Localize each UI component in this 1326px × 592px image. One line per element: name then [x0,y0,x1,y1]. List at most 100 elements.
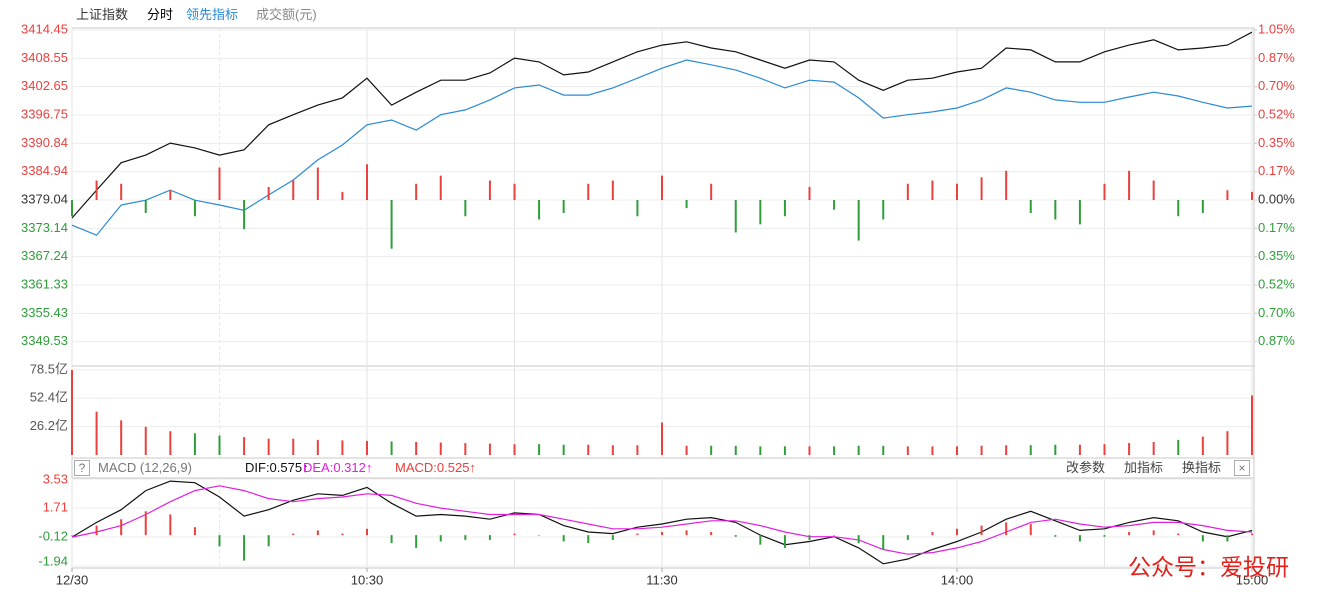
tab[interactable]: 领先指标 [186,7,239,22]
bar [661,531,663,536]
bar [759,535,762,545]
bar [1005,522,1008,536]
y2-tick-label: 0.52% [1258,106,1295,121]
bar [882,200,885,220]
bar [1201,535,1204,542]
bar [1103,535,1106,537]
bar [1005,170,1008,200]
volume-bar [882,445,885,455]
bar [734,200,737,233]
toolbar-button[interactable]: 改参数 [1066,460,1106,475]
bar [415,183,418,200]
volume-bar [562,444,565,455]
volume-bar [685,445,688,455]
y-tick-label: 1.71 [43,499,68,514]
volume-bar [1078,444,1081,455]
help-button[interactable]: ? [74,460,90,476]
volume-bar [734,445,737,455]
y-tick-label: -1.94 [38,553,68,568]
bar [562,535,565,542]
y-tick-label: 3361.33 [21,276,68,291]
bar [1054,200,1057,220]
bar [906,535,909,540]
bar [513,533,516,536]
bar [169,190,172,200]
tab[interactable]: 成交额(元) [256,7,317,22]
volume-bar [1152,442,1155,455]
bar [95,525,98,536]
bar [120,183,123,200]
bar [783,535,786,548]
y-tick-label: 3.53 [43,471,68,486]
volume-bar [267,438,270,455]
tab[interactable]: 上证指数 [76,7,129,22]
bar [1152,180,1155,200]
line [71,480,1253,565]
bar [341,191,344,200]
bar [390,535,393,544]
bar [956,528,958,536]
bar [611,180,614,200]
bar [341,533,344,536]
bar [1054,535,1057,537]
bar [857,535,860,544]
close-button[interactable]: × [1234,460,1250,476]
bar [734,535,737,537]
volume-bar [169,431,172,455]
bar [1128,170,1131,200]
volume-bar [587,444,590,455]
y-tick-label: 26.2亿 [30,418,68,433]
bar [611,535,614,540]
line [71,31,1253,219]
bar [71,200,73,217]
y2-tick-label: 0.70% [1258,305,1295,320]
y-tick-label: 3414.45 [21,21,68,36]
toolbar-button[interactable]: 换指标 [1182,460,1222,475]
bar [193,200,196,217]
bar [243,535,246,561]
toolbar-button[interactable]: 加指标 [1124,460,1164,475]
y2-tick-label: 1.05% [1258,21,1295,36]
bar [808,187,811,200]
bar [1201,200,1204,213]
tab[interactable]: 分时 [147,7,174,22]
bar [144,200,147,213]
bar [1152,530,1155,536]
volume-bar [71,370,73,455]
bar [1226,190,1229,200]
volume-bar [956,446,958,455]
y-tick-label: 3402.65 [21,78,68,93]
y-tick-label: 3355.43 [21,305,68,320]
volume-bar [218,435,221,455]
bar [95,180,98,200]
volume-bar [1103,444,1106,455]
bar [636,200,639,217]
bar [464,200,467,217]
volume-bar [243,437,246,455]
y-tick-label: 3373.14 [21,220,68,235]
bar [857,200,860,241]
x-tick-label: 15:00 [1236,572,1269,587]
volume-bar [1128,443,1131,455]
bar [931,180,934,200]
volume-bar [439,442,442,455]
bar [980,177,983,200]
volume-bar [538,444,541,455]
watermark: 公众号：爱投研 [1128,554,1289,580]
bar [488,180,491,200]
bar [1177,200,1180,217]
bar [439,175,442,200]
volume-bar [906,446,909,455]
y-tick-label: 52.4亿 [30,390,68,405]
volume-bar [316,439,319,455]
volume-bar [366,440,368,455]
dif-label: DIF:0.575↑ [245,460,309,475]
y-tick-label: 3384.94 [21,163,68,178]
bar [316,167,319,200]
bar [1226,535,1229,542]
bar [833,200,836,210]
y2-tick-label: 0.70% [1258,78,1295,93]
bar [931,531,934,536]
bar [120,519,123,536]
x-tick-label: 10:30 [351,572,384,587]
